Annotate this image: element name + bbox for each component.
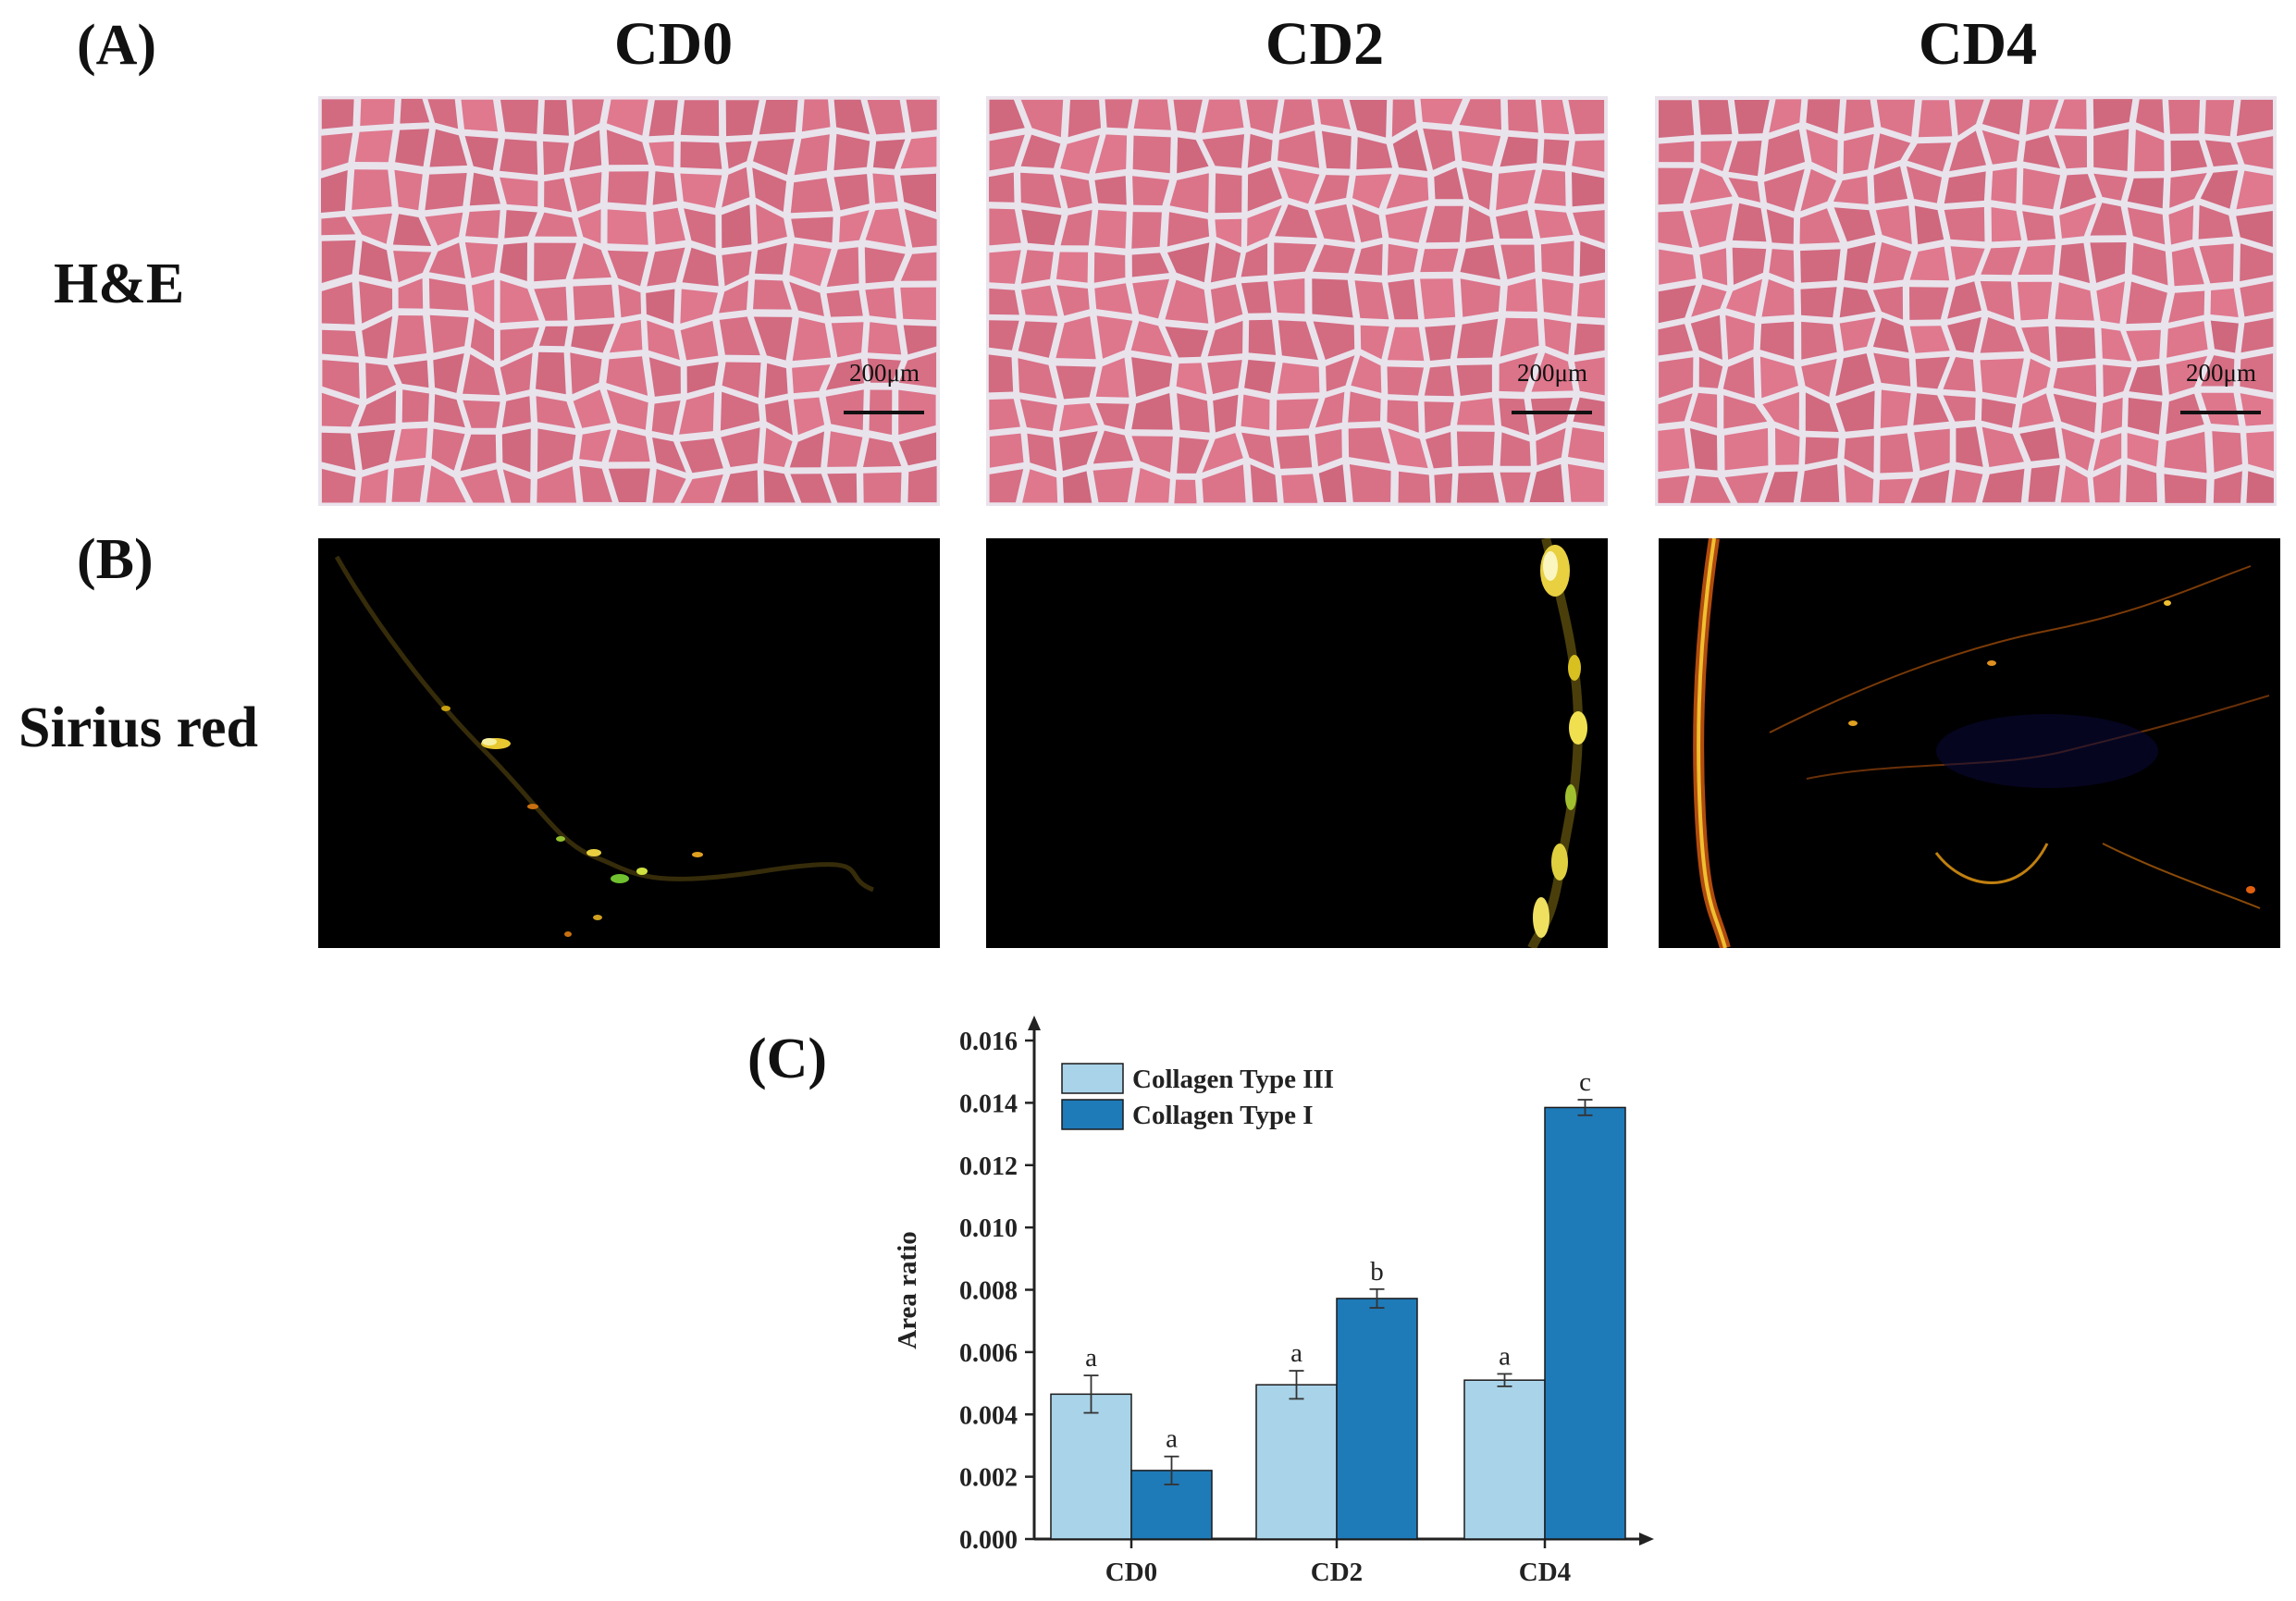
muscle-fibers: [988, 98, 1605, 504]
he-image-cd0: 200μm: [318, 96, 940, 506]
he-image-cd2: 200μm: [986, 96, 1608, 506]
sirius-image-cd0: [318, 538, 940, 948]
y-tick-label: 0.010: [959, 1214, 1018, 1243]
significance-letter: a: [1499, 1341, 1511, 1371]
y-tick-label: 0.014: [959, 1090, 1018, 1118]
row-label-sirius-red: Sirius red: [19, 696, 258, 759]
y-axis-arrow: [1028, 1016, 1041, 1030]
column-header-cd0: CD0: [613, 10, 734, 78]
bar-cd2-type-i: [1336, 1298, 1418, 1540]
x-tick-label: CD2: [1311, 1558, 1363, 1587]
y-tick-label: 0.004: [959, 1401, 1018, 1430]
bar-cd0-type-i: [1130, 1470, 1213, 1540]
he-image-cd4: 200μm: [1655, 96, 2277, 506]
svg-text:200μm: 200μm: [1517, 359, 1587, 387]
significance-letter: c: [1579, 1067, 1591, 1097]
bar-cd0-type-iii: [1050, 1393, 1132, 1540]
panel-b-label: (B): [77, 528, 154, 591]
x-axis-arrow: [1639, 1533, 1654, 1546]
significance-letter: a: [1290, 1338, 1302, 1368]
significance-letter: a: [1166, 1424, 1178, 1454]
muscle-fibers: [321, 98, 937, 503]
legend-label: Collagen Type I: [1132, 1101, 1314, 1130]
bar-cd2-type-iii: [1255, 1384, 1338, 1540]
svg-text:200μm: 200μm: [849, 359, 920, 387]
significance-letter: a: [1085, 1343, 1097, 1373]
sirius-image-cd2: [986, 538, 1608, 948]
significance-letter: b: [1370, 1257, 1384, 1287]
y-tick-label: 0.002: [959, 1464, 1018, 1493]
bar-cd4-type-iii: [1463, 1379, 1546, 1540]
y-axis-label: Area ratio: [893, 1231, 922, 1349]
x-tick-label: CD0: [1105, 1558, 1157, 1587]
legend-label: Collagen Type III: [1132, 1065, 1334, 1094]
y-tick-label: 0.016: [959, 1028, 1018, 1056]
column-header-cd4: CD4: [1918, 10, 2038, 78]
column-header-cd2: CD2: [1265, 10, 1385, 78]
bar-cd4-type-i: [1544, 1106, 1626, 1540]
x-tick-label: CD4: [1519, 1558, 1571, 1587]
y-tick-label: 0.008: [959, 1277, 1018, 1306]
collagen-fibers-cd0: [441, 706, 703, 937]
panel-c-label: (C): [747, 1028, 828, 1090]
legend-swatch-type-iii: [1061, 1063, 1124, 1094]
y-tick-label: 0.012: [959, 1152, 1018, 1181]
panel-a-label: (A): [77, 14, 157, 77]
y-tick-label: 0.000: [959, 1526, 1018, 1555]
legend-swatch-type-i: [1061, 1099, 1124, 1130]
row-label-he: H&E: [54, 252, 185, 315]
muscle-fibers: [1658, 99, 2274, 504]
sirius-image-cd4: [1659, 538, 2280, 948]
collagen-fibers-cd2: [1533, 545, 1587, 938]
y-tick-label: 0.006: [959, 1339, 1018, 1368]
svg-text:200μm: 200μm: [2186, 359, 2256, 387]
